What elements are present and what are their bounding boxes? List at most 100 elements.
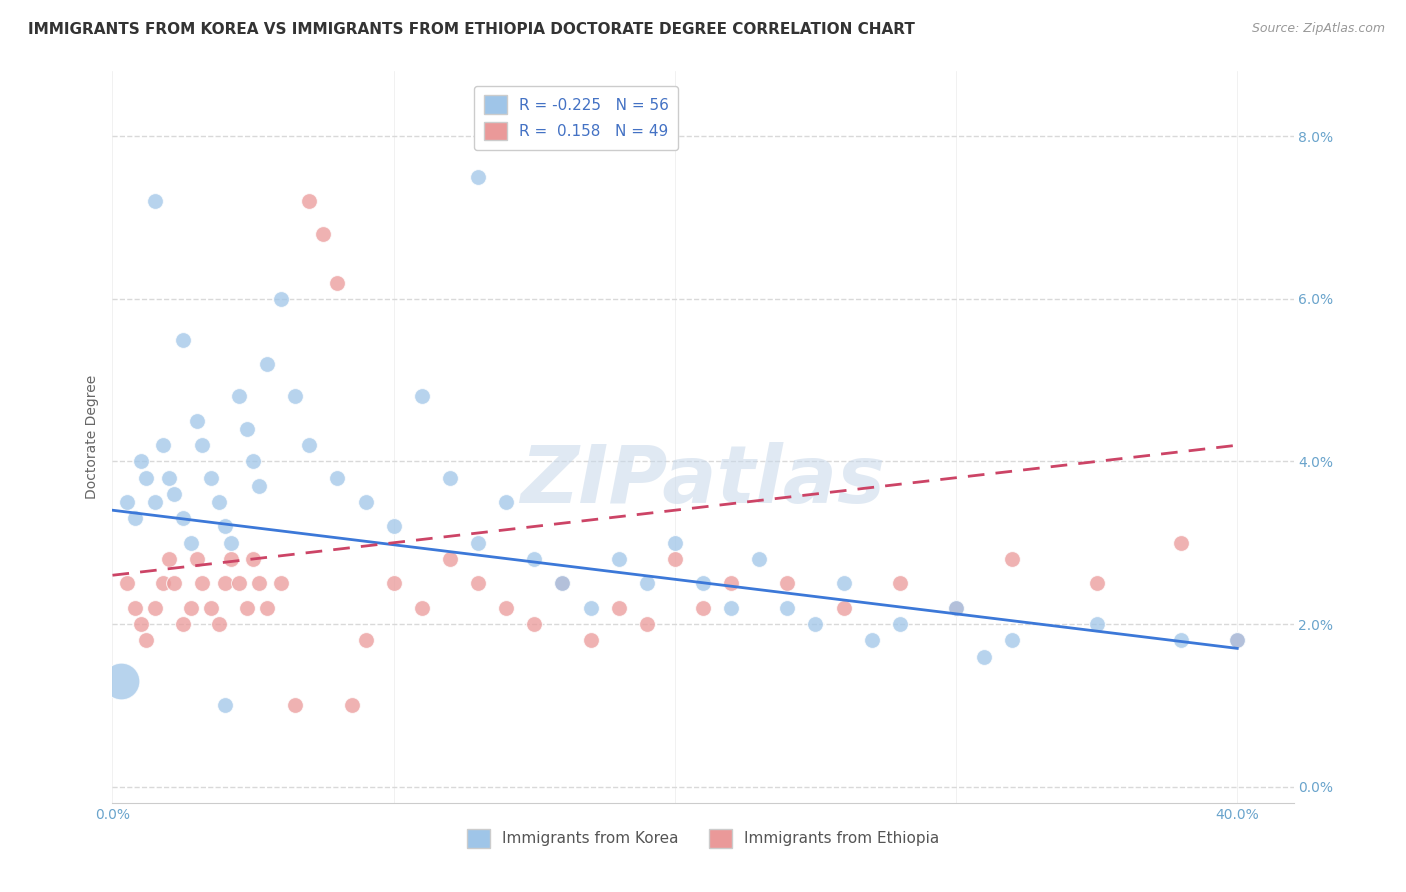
Point [720, 600, 742, 615]
Point [129, 454, 152, 468]
Point [664, 535, 686, 549]
Point [208, 617, 231, 632]
Point [636, 576, 658, 591]
Point [495, 600, 517, 615]
Point [270, 292, 292, 306]
Point [354, 495, 377, 509]
Point [523, 552, 546, 566]
Point [467, 576, 489, 591]
Point [124, 600, 146, 615]
Point [191, 576, 214, 591]
Point [242, 454, 264, 468]
Point [636, 617, 658, 632]
Point [110, 673, 132, 688]
Point [354, 633, 377, 648]
Point [180, 600, 202, 615]
Point [579, 633, 602, 648]
Point [720, 576, 742, 591]
Point [495, 495, 517, 509]
Point [214, 576, 236, 591]
Point [284, 698, 307, 713]
Point [152, 438, 174, 452]
Point [692, 576, 714, 591]
Point [191, 438, 214, 452]
Point [832, 600, 855, 615]
Text: Source: ZipAtlas.com: Source: ZipAtlas.com [1251, 22, 1385, 36]
Point [1001, 552, 1024, 566]
Point [219, 552, 242, 566]
Point [298, 438, 321, 452]
Point [1085, 617, 1108, 632]
Point [172, 617, 194, 632]
Point [945, 600, 967, 615]
Point [326, 471, 349, 485]
Point [135, 471, 157, 485]
Point [247, 479, 270, 493]
Point [284, 389, 307, 403]
Point [163, 576, 186, 591]
Point [143, 600, 166, 615]
Point [186, 552, 208, 566]
Point [551, 576, 574, 591]
Point [467, 169, 489, 184]
Point [124, 511, 146, 525]
Point [172, 511, 194, 525]
Point [115, 495, 138, 509]
Point [152, 576, 174, 591]
Point [270, 576, 292, 591]
Point [208, 495, 231, 509]
Point [1226, 633, 1249, 648]
Point [382, 576, 405, 591]
Point [804, 617, 827, 632]
Point [157, 552, 180, 566]
Point [180, 535, 202, 549]
Point [200, 600, 222, 615]
Point [439, 552, 461, 566]
Point [832, 576, 855, 591]
Y-axis label: Doctorate Degree: Doctorate Degree [84, 375, 98, 500]
Point [298, 194, 321, 209]
Point [163, 487, 186, 501]
Point [382, 519, 405, 533]
Point [115, 576, 138, 591]
Point [860, 633, 883, 648]
Point [143, 495, 166, 509]
Point [411, 389, 433, 403]
Point [467, 535, 489, 549]
Point [236, 422, 259, 436]
Point [889, 617, 911, 632]
Point [1085, 576, 1108, 591]
Legend: Immigrants from Korea, Immigrants from Ethiopia: Immigrants from Korea, Immigrants from E… [461, 822, 945, 854]
Point [228, 576, 250, 591]
Point [242, 552, 264, 566]
Point [1226, 633, 1249, 648]
Point [889, 576, 911, 591]
Point [1170, 633, 1192, 648]
Point [256, 600, 278, 615]
Point [157, 471, 180, 485]
Point [973, 649, 995, 664]
Point [143, 194, 166, 209]
Point [312, 227, 335, 241]
Point [219, 535, 242, 549]
Point [236, 600, 259, 615]
Point [1001, 633, 1024, 648]
Point [247, 576, 270, 591]
Point [228, 389, 250, 403]
Point [214, 519, 236, 533]
Point [439, 471, 461, 485]
Point [607, 600, 630, 615]
Point [326, 276, 349, 290]
Point [945, 600, 967, 615]
Point [692, 600, 714, 615]
Point [256, 357, 278, 371]
Point [186, 414, 208, 428]
Point [129, 617, 152, 632]
Point [664, 552, 686, 566]
Text: IMMIGRANTS FROM KOREA VS IMMIGRANTS FROM ETHIOPIA DOCTORATE DEGREE CORRELATION C: IMMIGRANTS FROM KOREA VS IMMIGRANTS FROM… [28, 22, 915, 37]
Point [214, 698, 236, 713]
Point [172, 333, 194, 347]
Point [551, 576, 574, 591]
Point [579, 600, 602, 615]
Point [411, 600, 433, 615]
